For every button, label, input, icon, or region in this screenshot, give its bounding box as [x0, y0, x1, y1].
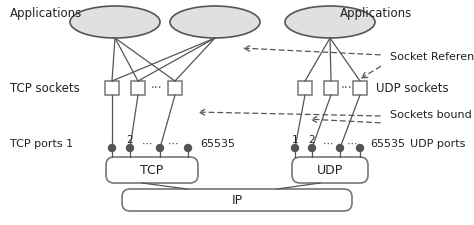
Text: 2: 2	[127, 135, 133, 145]
Text: 65535: 65535	[370, 139, 405, 149]
Text: ···: ···	[142, 140, 152, 150]
Text: IP: IP	[231, 194, 243, 207]
Bar	[105, 81, 119, 95]
Text: TCP sockets: TCP sockets	[10, 81, 80, 94]
Bar	[168, 81, 182, 95]
Bar	[324, 81, 338, 95]
Text: ···: ···	[347, 140, 357, 150]
Circle shape	[109, 144, 116, 151]
Text: TCP ports 1: TCP ports 1	[10, 139, 73, 149]
Circle shape	[292, 144, 299, 151]
Text: TCP: TCP	[140, 164, 164, 176]
Text: Sockets bound to ports: Sockets bound to ports	[390, 110, 474, 120]
Text: Applications: Applications	[10, 7, 82, 20]
FancyBboxPatch shape	[292, 157, 368, 183]
Text: 2: 2	[309, 135, 315, 145]
Ellipse shape	[70, 6, 160, 38]
Ellipse shape	[285, 6, 375, 38]
Text: 1: 1	[292, 135, 298, 145]
Circle shape	[127, 144, 134, 151]
Ellipse shape	[170, 6, 260, 38]
Text: UDP ports: UDP ports	[410, 139, 465, 149]
Text: Socket References: Socket References	[390, 52, 474, 62]
FancyBboxPatch shape	[122, 189, 352, 211]
Text: ···: ···	[151, 83, 163, 95]
Bar	[298, 81, 312, 95]
Text: Applications: Applications	[340, 7, 412, 20]
Text: ···: ···	[168, 140, 178, 150]
Text: UDP: UDP	[317, 164, 343, 176]
Text: ···: ···	[323, 140, 333, 150]
FancyBboxPatch shape	[106, 157, 198, 183]
Text: UDP sockets: UDP sockets	[376, 81, 448, 94]
Circle shape	[337, 144, 344, 151]
Circle shape	[184, 144, 191, 151]
Text: ···: ···	[341, 83, 353, 95]
Circle shape	[309, 144, 316, 151]
Bar	[131, 81, 145, 95]
Bar	[353, 81, 367, 95]
Text: 65535: 65535	[200, 139, 235, 149]
Circle shape	[156, 144, 164, 151]
Circle shape	[356, 144, 364, 151]
